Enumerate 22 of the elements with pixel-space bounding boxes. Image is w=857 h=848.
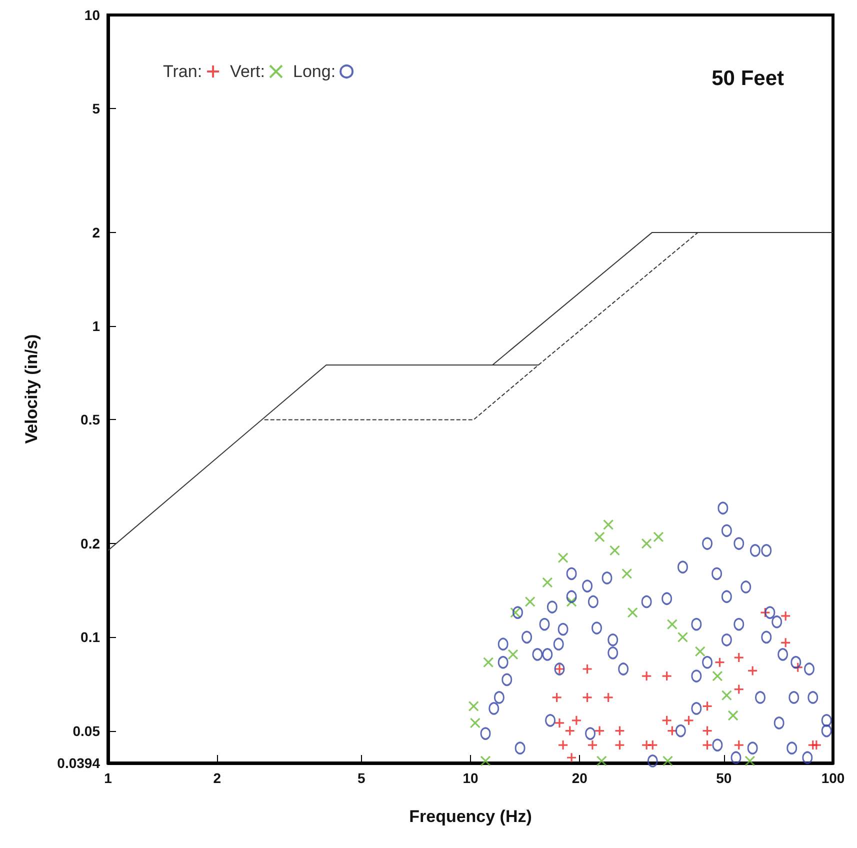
- text: 50 Feet: [712, 67, 784, 90]
- y-tick-label: 0.05: [72, 722, 100, 739]
- legend-label: Vert:: [230, 62, 266, 81]
- x-tick-label: 2: [213, 770, 222, 786]
- y-tick-label: 0.0394: [57, 755, 100, 771]
- y-tick-label: 2: [92, 224, 100, 240]
- x-tick-label: 20: [572, 770, 588, 786]
- y-tick-label: 0.1: [80, 629, 100, 646]
- y-axis-title: Velocity (in/s): [22, 334, 41, 444]
- y-tick-label: 0.2: [80, 536, 100, 552]
- x-tick-label: 1: [104, 770, 112, 786]
- legend-label: Long:: [293, 62, 336, 81]
- x-axis-title: Frequency (Hz): [409, 807, 532, 826]
- x-tick-label: 10: [462, 770, 478, 786]
- y-tick-label: 5: [92, 100, 100, 117]
- x-tick-label: 100: [821, 770, 845, 786]
- y-tick-label: 1: [92, 318, 100, 334]
- y-tick-label: 0.5: [80, 412, 100, 428]
- y-tick-label: 10: [84, 7, 100, 23]
- legend-label: Tran:: [163, 62, 202, 81]
- x-tick-label: 5: [357, 770, 366, 786]
- x-tick-label: 50: [716, 770, 732, 786]
